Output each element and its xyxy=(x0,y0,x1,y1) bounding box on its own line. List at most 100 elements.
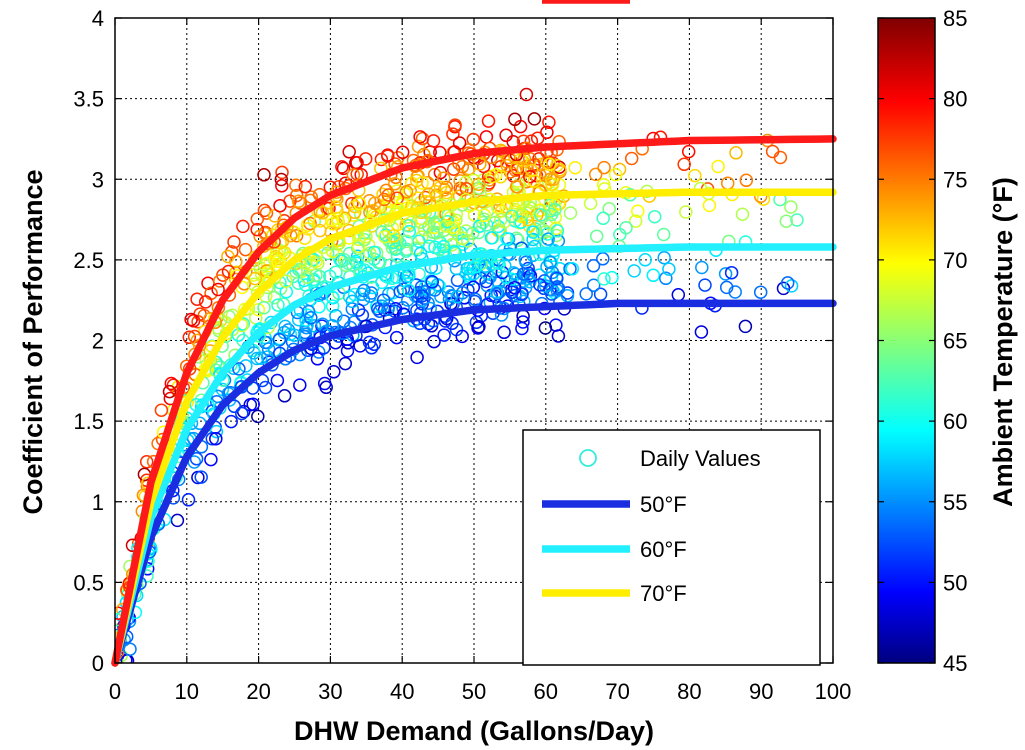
daily-value-point xyxy=(542,115,556,130)
daily-value-point xyxy=(355,287,369,302)
daily-value-point xyxy=(402,269,416,283)
daily-value-point xyxy=(735,207,750,221)
daily-value-point xyxy=(209,424,224,439)
daily-value-point xyxy=(293,196,308,210)
daily-value-point xyxy=(378,229,392,244)
x-tick-label: 20 xyxy=(246,679,270,704)
daily-value-point xyxy=(410,350,424,365)
daily-value-point xyxy=(297,231,312,245)
daily-value-point xyxy=(485,169,499,184)
daily-value-point xyxy=(284,228,298,243)
daily-value-point xyxy=(602,201,616,216)
daily-value-point xyxy=(773,150,788,165)
daily-value-point xyxy=(342,145,356,159)
daily-value-point xyxy=(448,118,462,132)
daily-value-point xyxy=(583,196,598,211)
daily-value-point xyxy=(541,232,555,246)
daily-value-point xyxy=(247,277,261,291)
daily-value-point xyxy=(235,406,249,421)
daily-value-point xyxy=(279,285,294,299)
daily-value-point xyxy=(273,198,287,213)
daily-value-point xyxy=(248,271,262,286)
daily-value-point xyxy=(646,268,661,283)
daily-value-point xyxy=(359,230,373,244)
daily-value-point xyxy=(253,229,267,243)
daily-value-point xyxy=(679,205,693,219)
daily-value-point xyxy=(390,184,404,198)
daily-value-point xyxy=(164,376,179,391)
daily-value-point xyxy=(437,171,451,186)
daily-value-point xyxy=(271,298,285,312)
x-tick-label: 90 xyxy=(749,679,773,704)
daily-value-point xyxy=(481,114,496,128)
daily-value-point xyxy=(417,222,432,237)
daily-value-point xyxy=(399,234,414,249)
daily-value-point xyxy=(289,228,304,243)
legend-marker-circle xyxy=(579,449,597,467)
daily-value-point xyxy=(399,244,413,258)
daily-value-point xyxy=(243,398,258,412)
curve-70f xyxy=(111,188,837,667)
daily-value-point xyxy=(345,294,360,309)
y-tick-label: 1 xyxy=(92,490,104,515)
y-tick-label: 2 xyxy=(92,329,104,354)
colorbar-tick-label: 80 xyxy=(943,87,967,112)
daily-value-point xyxy=(638,253,652,267)
daily-value-point xyxy=(478,259,493,273)
daily-value-point xyxy=(170,513,185,528)
daily-value-point xyxy=(225,245,239,259)
daily-value-point xyxy=(395,145,410,160)
daily-value-point xyxy=(376,187,390,202)
daily-value-point xyxy=(471,321,485,335)
daily-value-point xyxy=(589,229,604,243)
daily-value-point xyxy=(493,170,508,184)
daily-value-point xyxy=(550,271,564,286)
daily-value-point xyxy=(517,152,532,166)
daily-value-point xyxy=(455,329,469,344)
daily-value-point xyxy=(227,399,242,414)
daily-value-point xyxy=(724,265,739,280)
daily-value-point xyxy=(279,274,293,288)
daily-value-point xyxy=(198,295,213,309)
daily-value-point xyxy=(499,128,513,143)
daily-value-point xyxy=(694,325,709,339)
daily-value-point xyxy=(631,204,645,218)
daily-value-point xyxy=(565,262,580,276)
daily-value-point xyxy=(211,282,225,297)
daily-value-point xyxy=(698,278,712,292)
daily-value-point xyxy=(310,352,325,366)
daily-value-point xyxy=(345,257,360,272)
colorbar-tick-label: 60 xyxy=(943,409,967,434)
daily-value-point xyxy=(277,389,292,403)
daily-value-point xyxy=(325,244,340,259)
daily-value-point xyxy=(471,177,486,191)
daily-value-point xyxy=(352,232,366,247)
daily-value-point xyxy=(790,213,804,227)
daily-value-point xyxy=(425,275,439,289)
x-tick-label: 70 xyxy=(605,679,629,704)
daily-value-point xyxy=(236,219,250,234)
daily-value-point xyxy=(436,239,451,254)
daily-value-point xyxy=(540,259,554,274)
daily-value-point xyxy=(784,279,799,293)
daily-value-point xyxy=(231,328,246,342)
daily-value-point xyxy=(521,204,536,218)
daily-value-point xyxy=(309,268,323,282)
daily-value-point xyxy=(367,245,381,260)
daily-value-point xyxy=(446,127,460,141)
daily-value-point xyxy=(468,260,483,274)
daily-value-point xyxy=(586,278,601,293)
y-tick-label: 1.5 xyxy=(73,409,104,434)
daily-value-point xyxy=(537,274,552,288)
daily-value-point xyxy=(300,270,314,284)
daily-value-point xyxy=(289,178,303,192)
daily-value-point xyxy=(619,220,633,235)
daily-value-point xyxy=(779,214,794,228)
daily-value-point xyxy=(250,222,264,237)
daily-value-point xyxy=(412,234,426,249)
daily-value-point xyxy=(194,470,208,484)
daily-value-point xyxy=(480,266,494,281)
x-tick-label: 40 xyxy=(390,679,414,704)
daily-value-point xyxy=(508,112,522,127)
daily-value-point xyxy=(516,161,531,176)
